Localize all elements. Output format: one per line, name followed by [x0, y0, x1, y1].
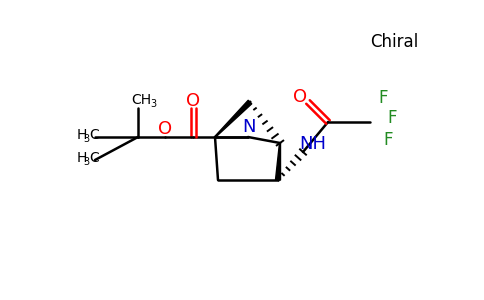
Text: O: O: [293, 88, 307, 106]
Polygon shape: [214, 100, 252, 137]
Text: C: C: [89, 128, 99, 142]
Text: CH: CH: [131, 93, 151, 107]
Text: F: F: [387, 109, 397, 127]
Text: 3: 3: [150, 99, 156, 109]
Text: H: H: [77, 128, 88, 142]
Text: F: F: [383, 131, 393, 149]
Text: F: F: [378, 89, 388, 107]
Text: O: O: [158, 120, 172, 138]
Text: Chiral: Chiral: [370, 33, 418, 51]
Polygon shape: [275, 143, 281, 180]
Text: O: O: [186, 92, 200, 110]
Text: H: H: [77, 151, 88, 165]
Text: 3: 3: [83, 157, 89, 167]
Text: C: C: [89, 151, 99, 165]
Text: 3: 3: [83, 134, 89, 144]
Text: N: N: [242, 118, 256, 136]
Text: NH: NH: [300, 135, 327, 153]
